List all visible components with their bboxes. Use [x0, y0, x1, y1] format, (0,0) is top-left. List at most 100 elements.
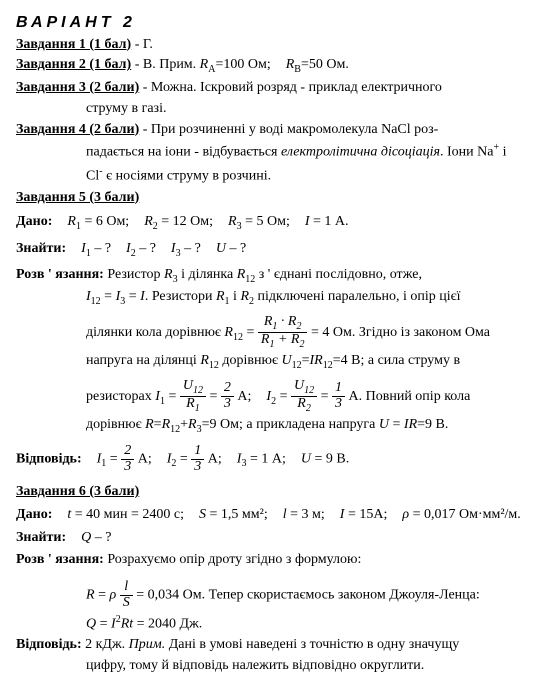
t6-ans-c: Дані в умові наведені з точністю в одну …	[165, 637, 459, 652]
t5-sl4gs: 12	[323, 360, 333, 371]
t5-sl2eq1: =	[101, 289, 116, 304]
task4-l2a: падається на іони - відбувається	[86, 145, 281, 160]
t6-Sv: = 1,5 мм²;	[206, 507, 268, 522]
t5-sl3c: = 4 Ом. Згідно із законом Ома	[311, 325, 490, 340]
task2-RB: R	[286, 57, 295, 72]
t5-R3v: = 5 Ом;	[242, 214, 290, 229]
task2-title: Завдання 2 (1 бал)	[16, 57, 131, 72]
t6-frho: ρ	[109, 588, 116, 603]
t5-qU: – ?	[226, 241, 246, 256]
t5-sl2as: 12	[91, 296, 101, 307]
task5-sol-l2: I12 = I3 = I. Резистори R1 і R2 підключе…	[16, 288, 542, 308]
t5-ans1e: =	[106, 452, 121, 467]
t5-frac3: 2 3	[221, 381, 234, 411]
task3-title: Завдання 3 (2 бали)	[16, 80, 139, 95]
t5-sl6g: =9 Ом; а прикладена напруга	[202, 417, 379, 432]
task6-sol-label: Розв ' язання:	[16, 552, 104, 567]
t5-U: U	[216, 241, 226, 256]
t5-sl5a: резисторах	[86, 389, 155, 404]
t6-ans-a: 2 кДж.	[82, 637, 129, 652]
task2-RA-val: =100 Ом;	[215, 57, 270, 72]
t5-sl2h: підключені паралельно, і опір цієї	[254, 289, 461, 304]
t5-sl5eq4: =	[321, 389, 332, 404]
t6-fQ: Q	[86, 616, 96, 631]
task6-ans-label: Відповідь:	[16, 637, 82, 652]
t5-sl5c: А;	[237, 389, 251, 404]
task4-l3: Cl- є носіями струму в розчині.	[16, 165, 542, 187]
task3-l1: Завдання 3 (2 бали) - Можна. Іскровий ро…	[16, 79, 542, 98]
task5-sol-l1: Розв ' язання: Резистор R3 і ділянка R12…	[16, 266, 542, 286]
t6-sl1: Розрахуємо опір дроту згідно з формулою:	[107, 552, 361, 567]
t5-sl6a: дорівнює	[86, 417, 145, 432]
task4-l2b: електролітична дісоціація	[281, 145, 440, 160]
t6-tv: = 40 мин = 2400 с;	[71, 507, 184, 522]
t5-sl2eq2: =	[125, 289, 140, 304]
t6-fracL: l S	[120, 580, 133, 610]
t6-fR: R	[86, 588, 95, 603]
t5-sl1e: з ' єднані послідовно, отже,	[255, 267, 422, 282]
task6-sol-l1: Розв ' язання: Розрахуємо опір дроту згі…	[16, 551, 542, 570]
task2-pre: - В. Прим.	[131, 57, 199, 72]
t5-sl6i: =	[389, 417, 404, 432]
t5-sl1c: і ділянка	[178, 267, 237, 282]
t5-sl4ds: 12	[292, 360, 302, 371]
task6-answer-l2: цифру, тому й відповідь належить відпові…	[16, 657, 542, 676]
t5-sl4bs: 12	[209, 360, 219, 371]
t5-sl2g: R	[240, 289, 249, 304]
task1-text: - Г.	[131, 37, 153, 52]
task6-formula-R: R = ρ l S = 0,034 Ом. Тепер скористаємос…	[16, 580, 542, 610]
task5-sol-label: Розв ' язання:	[16, 267, 104, 282]
t5-sl5eq2: =	[209, 389, 220, 404]
t5-sl1ds: 12	[245, 274, 255, 285]
t5-sl6c: =	[154, 417, 162, 432]
t6-feq1: =	[95, 588, 110, 603]
t5-sl2f: і	[230, 289, 241, 304]
task5-title: Завдання 5 (3 бали)	[16, 190, 139, 205]
t5-R1: R	[67, 214, 76, 229]
task4-l2d: і	[499, 145, 506, 160]
t6-feq2: = 0,034 Ом. Тепер скористаємось законом …	[136, 588, 480, 603]
task3-text1: - Можна. Іскровий розряд - приклад елект…	[139, 80, 442, 95]
t5-R3: R	[228, 214, 237, 229]
t5-sl6e: +	[180, 417, 188, 432]
task2-RB-sub: B	[294, 64, 301, 75]
t6-Qq: – ?	[91, 530, 111, 545]
t6-rhov: = 0,017 Ом·мм²/м.	[409, 507, 521, 522]
t5-sl6h: U	[379, 417, 389, 432]
task6-given-label: Дано:	[16, 507, 52, 522]
t5-ansUe: = 9 В.	[311, 452, 349, 467]
task6-answer-l1: Відповідь: 2 кДж. Прим. Дані в умові нав…	[16, 636, 542, 655]
t5-sl3eq: =	[243, 325, 258, 340]
task5-sol-l6: дорівнює R=R12+R3=9 Ом; а прикладена нап…	[16, 416, 542, 436]
task5-sol-l3: ділянки кола дорівнює R12 = R1 · R2 R1 +…	[16, 315, 542, 351]
task5-title-row: Завдання 5 (3 бали)	[16, 189, 542, 208]
task1-title: Завдання 1 (1 бал)	[16, 37, 131, 52]
t5-q1: – ?	[91, 241, 111, 256]
t5-Iv: = 1 А.	[310, 214, 349, 229]
t5-afrac1: 2 3	[121, 444, 134, 474]
t5-q2: – ?	[136, 241, 156, 256]
t5-sl5e: А. Повний опір кола	[349, 389, 471, 404]
task4-l2c: . Іони Na	[440, 145, 493, 160]
t5-R1v: = 6 Ом;	[81, 214, 129, 229]
t5-sl5eq3: =	[276, 389, 291, 404]
task4-l2: падається на іони - відбувається електро…	[16, 141, 542, 163]
t5-ans3e: = 1 А;	[246, 452, 285, 467]
t5-sl4a: напруга на ділянці	[86, 353, 200, 368]
t5-sl2e: R	[216, 289, 225, 304]
t5-sl4d: U	[281, 353, 291, 368]
task2: Завдання 2 (1 бал) - В. Прим. RA=100 Ом;…	[16, 56, 542, 76]
task4-text1: - При розчиненні у воді макромолекула Na…	[139, 122, 438, 137]
t6-S: S	[199, 507, 206, 522]
t5-sl3bs: 12	[233, 331, 243, 342]
task4-l1: Завдання 4 (2 бали) - При розчиненні у в…	[16, 121, 542, 140]
task6-title-row: Завдання 6 (3 бали)	[16, 483, 542, 502]
t5-sl6b: R	[145, 417, 154, 432]
t6-Q: Q	[81, 530, 91, 545]
t5-sl3b: R	[224, 325, 233, 340]
task6-given: Дано: t = 40 мин = 2400 с; S = 1,5 мм²; …	[16, 506, 542, 525]
task6-formula-Q: Q = I2Rt = 2040 Дж.	[16, 613, 542, 635]
t5-R2v: = 12 Ом;	[158, 214, 213, 229]
t5-ans1u: А;	[138, 452, 152, 467]
task2-RB-val: =50 Ом.	[301, 57, 349, 72]
